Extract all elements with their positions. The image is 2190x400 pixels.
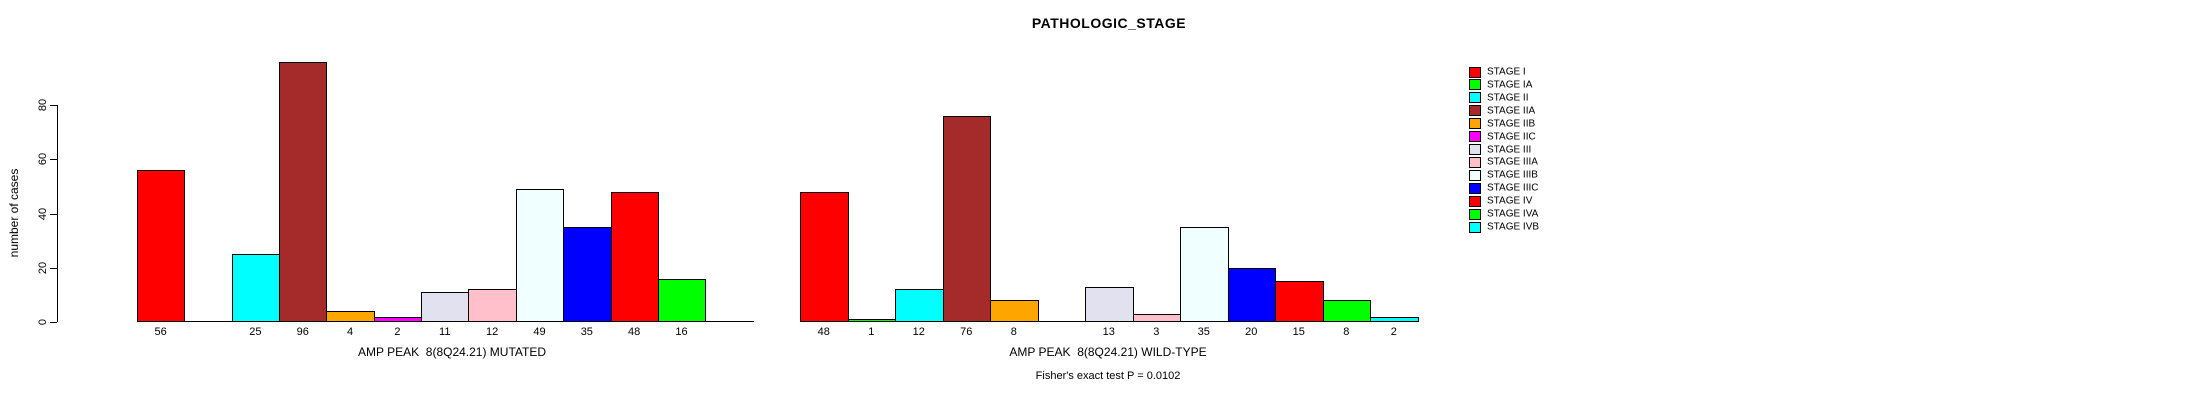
legend-item-label: STAGE IIIC: [1487, 182, 1539, 194]
y-tick: [50, 268, 57, 269]
bar: [421, 292, 469, 322]
bar: [279, 62, 327, 322]
bar-value-label: 35: [580, 326, 593, 338]
legend-swatch: [1469, 144, 1481, 155]
bar: [848, 319, 896, 322]
legend-item-label: STAGE II: [1487, 92, 1529, 104]
bar: [1323, 300, 1371, 322]
y-tick: [50, 105, 57, 106]
bar-value-label: 8: [1343, 326, 1350, 338]
bar-value-label: 49: [533, 326, 546, 338]
bar-value-label: 4: [347, 326, 354, 338]
bar-value-label: 96: [296, 326, 309, 338]
y-tick: [50, 214, 57, 215]
bar: [1085, 287, 1134, 322]
legend-swatch: [1469, 118, 1481, 129]
bar: [232, 254, 280, 322]
bar-value-label: 56: [154, 326, 167, 338]
bar-value-label: 12: [486, 326, 499, 338]
legend-item-label: STAGE IIA: [1487, 105, 1536, 117]
bar-value-label: 35: [1197, 326, 1210, 338]
bar-value-label: 11: [439, 326, 451, 338]
bar-value-label: 2: [394, 326, 401, 338]
x-axis-title-wildtype: AMP PEAK 8(8Q24.21) WILD-TYPE: [1009, 345, 1207, 359]
bar-value-label: 25: [249, 326, 262, 338]
bar: [1180, 227, 1229, 322]
bar-value-label: 15: [1292, 326, 1305, 338]
bar-value-label: 2: [1390, 326, 1397, 338]
legend-swatch: [1469, 157, 1481, 168]
y-tick-label: 0: [37, 318, 49, 326]
zero-bar-line: [705, 321, 754, 322]
legend-swatch: [1469, 196, 1481, 207]
legend-swatch: [1469, 105, 1481, 116]
legend-item-label: STAGE IVB: [1487, 221, 1540, 233]
bar: [943, 116, 991, 322]
legend-swatch: [1469, 67, 1481, 78]
bar: [1133, 314, 1181, 322]
bar: [658, 279, 706, 322]
y-axis-line: [57, 105, 58, 322]
bar-value-label: 48: [817, 326, 830, 338]
legend-swatch: [1469, 209, 1481, 220]
legend-swatch: [1469, 92, 1481, 103]
bar: [326, 311, 375, 322]
zero-bar-line: [1038, 321, 1086, 322]
bar-value-label: 1: [868, 326, 875, 338]
legend-item-label: STAGE I: [1487, 66, 1526, 78]
legend-swatch: [1469, 183, 1481, 194]
zero-bar-line: [184, 321, 233, 322]
bar: [1228, 268, 1276, 322]
legend-swatch: [1469, 79, 1481, 90]
bar: [468, 289, 517, 322]
bar-value-label: 12: [912, 326, 925, 338]
legend-item-label: STAGE IVA: [1487, 208, 1539, 220]
bar: [800, 192, 849, 322]
y-tick-label: 20: [37, 261, 49, 275]
legend-item-label: STAGE IIIA: [1487, 156, 1538, 168]
bar-value-label: 13: [1102, 326, 1115, 338]
fisher-test-caption: Fisher's exact test P = 0.0102: [1035, 370, 1181, 382]
legend-swatch: [1469, 170, 1481, 181]
y-tick-label: 80: [37, 98, 49, 112]
y-tick-label: 40: [37, 207, 49, 221]
bar: [563, 227, 612, 322]
y-tick: [50, 159, 57, 160]
legend-item-label: STAGE IIB: [1487, 118, 1536, 130]
legend-item-label: STAGE IV: [1487, 195, 1533, 207]
legend-item-label: STAGE IIIB: [1487, 169, 1538, 181]
y-axis-title: number of cases: [7, 168, 21, 258]
legend-swatch: [1469, 131, 1481, 142]
bar-value-label: 8: [1010, 326, 1017, 338]
bar: [895, 289, 944, 322]
legend-swatch: [1469, 222, 1481, 233]
bar-value-label: 76: [960, 326, 973, 338]
legend-item-label: STAGE IA: [1487, 79, 1533, 91]
bar-value-label: 20: [1245, 326, 1258, 338]
bar-value-label: 16: [675, 326, 688, 338]
legend-item-label: STAGE IIC: [1487, 131, 1536, 143]
bar: [374, 317, 422, 322]
bar-value-label: 3: [1153, 326, 1160, 338]
bar: [990, 300, 1039, 322]
chart-title: PATHOLOGIC_STAGE: [1031, 15, 1187, 31]
y-tick: [50, 322, 57, 323]
bar: [1275, 281, 1324, 322]
x-axis-title-mutated: AMP PEAK 8(8Q24.21) MUTATED: [357, 345, 547, 359]
bar: [1370, 317, 1419, 322]
y-tick-label: 60: [37, 152, 49, 166]
legend-item-label: STAGE III: [1487, 144, 1532, 156]
bar-value-label: 48: [628, 326, 641, 338]
bar: [137, 170, 185, 322]
bar: [611, 192, 659, 322]
bar: [516, 189, 564, 322]
